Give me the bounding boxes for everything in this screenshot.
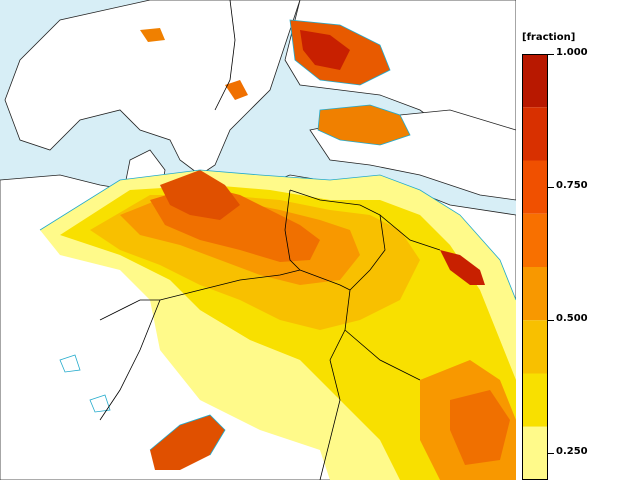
fraction-map bbox=[0, 0, 517, 481]
tick-mark-1000 bbox=[548, 54, 554, 55]
colorbar-band bbox=[522, 107, 548, 161]
norway-fraction-spot bbox=[225, 80, 248, 100]
colorbar bbox=[522, 54, 548, 480]
south-fraction-patch bbox=[150, 415, 225, 470]
country-borders bbox=[99, 0, 441, 481]
tick-mark-0500 bbox=[548, 320, 554, 321]
contour-lines bbox=[39, 19, 517, 456]
colorbar-band bbox=[522, 373, 548, 427]
tick-label-0750: 0.750 bbox=[556, 180, 588, 191]
tick-label-1000: 1.000 bbox=[556, 47, 588, 58]
field-band-0.85 bbox=[160, 170, 240, 220]
colorbar-band bbox=[522, 160, 548, 214]
colorbar-band bbox=[522, 213, 548, 267]
tick-label-0500: 0.500 bbox=[556, 313, 588, 324]
finland-fraction-patch bbox=[318, 105, 410, 145]
tick-mark-0750 bbox=[548, 187, 554, 188]
tick-mark-0250 bbox=[548, 453, 554, 454]
south-east-fraction-core bbox=[450, 390, 510, 465]
east-fraction-streak bbox=[440, 250, 485, 285]
fraction-overlay bbox=[40, 20, 516, 480]
sweden-fraction-core bbox=[300, 30, 350, 70]
legend-unit-label: [fraction] bbox=[522, 32, 576, 43]
colorbar-band bbox=[522, 54, 548, 108]
colorbar-band bbox=[522, 320, 548, 374]
north-fraction-spot bbox=[140, 28, 165, 42]
colorbar-band bbox=[522, 426, 548, 480]
tick-label-0250: 0.250 bbox=[556, 446, 588, 457]
colorbar-band bbox=[522, 267, 548, 321]
scandinavia-land bbox=[4, 0, 301, 176]
map-panel bbox=[0, 0, 517, 481]
